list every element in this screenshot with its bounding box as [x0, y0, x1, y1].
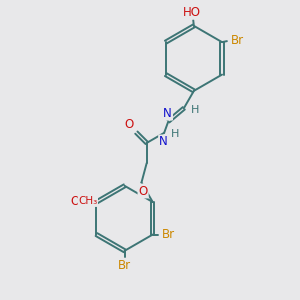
Text: Br: Br — [118, 259, 131, 272]
Text: H: H — [191, 105, 199, 115]
Text: O: O — [139, 184, 148, 197]
Text: N: N — [159, 136, 168, 148]
Text: HO: HO — [183, 6, 201, 19]
Text: O: O — [70, 195, 80, 208]
Text: Br: Br — [231, 34, 244, 47]
Text: H: H — [171, 128, 180, 139]
Text: CH₃: CH₃ — [78, 196, 98, 206]
Text: O: O — [124, 118, 134, 131]
Text: N: N — [163, 106, 172, 120]
Text: Br: Br — [162, 228, 175, 241]
